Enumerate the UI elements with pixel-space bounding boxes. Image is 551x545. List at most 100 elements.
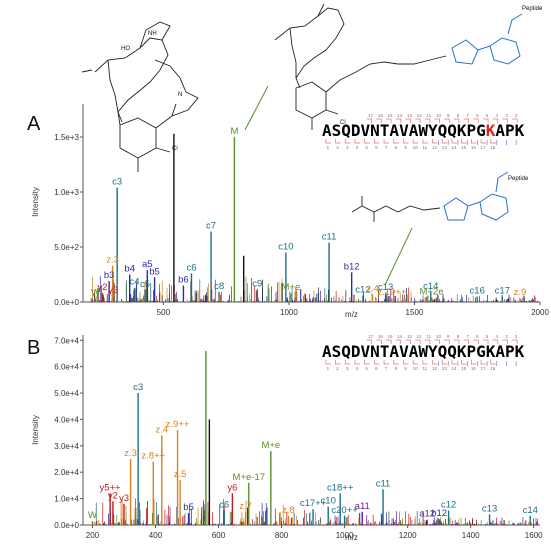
linker-icon — [451, 13, 523, 65]
fragment-bracket — [344, 360, 351, 365]
fragment-bracket — [432, 360, 438, 365]
fragment-index: 10 — [436, 113, 442, 118]
x-tick-label: 500 — [157, 308, 171, 317]
peaks-a — [90, 133, 538, 302]
x-tick-label: 600 — [212, 531, 226, 540]
ticks-a: 500 1000 1500 2000 m/z 0.0e+0 5.0e+2 1.0e+3 1.5e… — [54, 133, 549, 319]
fragment-index: 5 — [365, 145, 368, 150]
peak-label: y3 — [119, 493, 129, 504]
fragment-index: 2 — [515, 113, 518, 118]
peak-label: a5 — [142, 259, 153, 270]
fragment-index: 13 — [407, 334, 413, 339]
peak-label: z.3 — [106, 255, 119, 266]
fragment-index: 18 — [490, 145, 496, 150]
fragment-bracket — [473, 339, 479, 344]
fragment-index: 14 — [397, 334, 403, 339]
peak-label: a11 — [355, 501, 370, 512]
fragment-bracket — [432, 139, 438, 144]
chem-ho-text: HO — [121, 46, 130, 52]
peak-labels-b: Wy5++y2 y3 z.3 c3 z.8++ z.4z.9++ z.5 b5 c6 y6z.7 M… — [88, 382, 538, 521]
x-tick-label: 1000 — [280, 308, 298, 317]
peak-label: c14 — [523, 505, 538, 516]
fragment-index: 13 — [442, 366, 448, 371]
fragment-bracket — [354, 139, 360, 144]
fragment-index: 3 — [346, 366, 349, 371]
fragment-bracket — [405, 339, 411, 344]
peak-label: c3 — [133, 382, 143, 393]
peak-label: c3 — [112, 177, 122, 188]
fragment-bracket — [453, 339, 460, 344]
peak-label: c7 — [206, 221, 216, 232]
fragment-index: 12 — [432, 366, 438, 371]
fragment-bracket — [393, 360, 399, 365]
peak-label: z.19++ — [377, 287, 407, 298]
fragment-index: 8 — [457, 113, 460, 118]
peak-label: M+e — [282, 282, 301, 293]
y-tick-label: 0.0e+0 — [54, 521, 79, 530]
peak-label: c11 — [322, 232, 337, 243]
fragment-bracket — [335, 360, 341, 365]
peak-label: W — [88, 510, 97, 521]
fragment-index: 17 — [368, 334, 374, 339]
fragment-index: 6 — [375, 366, 378, 371]
peak-label: c14 — [423, 281, 438, 292]
peak-label: W — [91, 288, 100, 299]
fragment-bracket — [405, 118, 411, 123]
peak-label: b5 — [149, 266, 160, 277]
fragment-map-b: 1 2 3 4 517616715814913101211111210139148157… — [325, 334, 518, 371]
peak-label: c9 — [252, 278, 262, 289]
peak-label: y3 — [108, 285, 118, 296]
fragment-bracket — [461, 139, 467, 144]
fragment-index: 12 — [417, 334, 423, 339]
fragment-bracket — [386, 339, 392, 344]
peak-label: y2 — [108, 490, 118, 501]
fragment-index: 11 — [427, 334, 432, 339]
fragment-bracket — [512, 339, 518, 344]
fragment-bracket — [383, 139, 390, 144]
fragment-index: 11 — [423, 366, 428, 371]
ticks-b: 200 400 600 800 1000 1200 1400 1600 m/z 0.0e+0 1.0… — [54, 336, 543, 542]
fragment-bracket — [453, 118, 460, 123]
peak-label: c17++ — [300, 498, 327, 509]
fragment-index: 15 — [461, 145, 467, 150]
fragment-index: 15 — [461, 366, 467, 371]
fragment-index: 17 — [481, 145, 487, 150]
fragment-index: 18 — [490, 366, 496, 371]
x-tick-label: 1200 — [399, 531, 417, 540]
fragment-index: 11 — [427, 113, 432, 118]
peak-label: c10 — [278, 242, 293, 253]
fragment-index: 7 — [466, 113, 469, 118]
chem-peptide-label-2: Peptide — [508, 176, 529, 182]
fragment-bracket — [422, 139, 428, 144]
peak-label: c16 — [470, 286, 485, 297]
fragment-bracket — [415, 339, 421, 344]
fragment-index: 6 — [476, 113, 479, 118]
fragment-index: 6 — [375, 145, 378, 150]
peak-label: b12 — [344, 261, 360, 272]
fragment-bracket — [463, 118, 469, 123]
chem-cl-text-2: Cl — [340, 120, 346, 126]
peak-label: b3 — [104, 270, 115, 281]
peak-label: z.8 — [282, 505, 295, 516]
fragment-index: 3 — [346, 145, 349, 150]
peak-label: M+e — [261, 440, 280, 451]
fragment-bracket — [444, 339, 450, 344]
x-tick-label: 400 — [149, 531, 163, 540]
peak-label: c13 — [482, 503, 497, 514]
fragment-bracket — [473, 118, 479, 123]
peak-label: c17 — [495, 286, 510, 297]
fragment-bracket — [354, 360, 360, 365]
fragment-bracket — [490, 360, 496, 365]
maytansinoid-structure-icon — [81, 21, 199, 172]
peak-label: y2 — [98, 282, 108, 293]
fragment-bracket — [461, 360, 467, 365]
fragment-index: 16 — [471, 366, 477, 371]
fragment-bracket — [395, 118, 402, 123]
fragment-bracket — [444, 118, 450, 123]
x-tick-label: 2000 — [531, 308, 549, 317]
fragment-bracket — [424, 339, 431, 344]
fragment-index: 5 — [365, 366, 368, 371]
fragment-index: 13 — [442, 145, 448, 150]
